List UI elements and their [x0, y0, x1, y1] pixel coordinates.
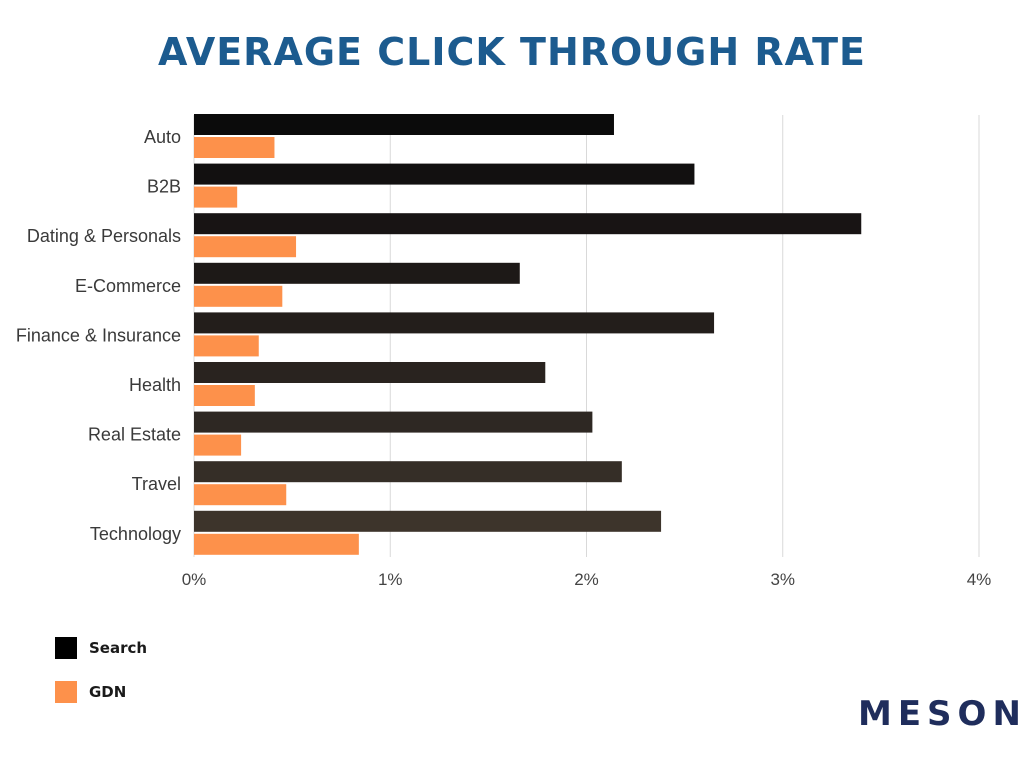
- bar-gdn: [194, 484, 287, 506]
- bar-search: [194, 213, 862, 235]
- x-axis-tick-labels: 0% 1% 2% 3% 4%: [182, 570, 992, 589]
- category-label: Real Estate: [88, 425, 181, 445]
- bars: [194, 114, 862, 555]
- bar-gdn: [194, 335, 259, 357]
- category-label: Auto: [144, 127, 181, 147]
- legend-swatch-gdn: [55, 681, 77, 703]
- category-label: B2B: [147, 177, 181, 197]
- category-label: Travel: [132, 474, 181, 494]
- category-labels: Auto B2B Dating & Personals E-Commerce Finan…: [16, 127, 181, 544]
- legend-label-gdn: GDN: [89, 683, 127, 701]
- x-tick-label: 4%: [967, 570, 992, 589]
- bar-search: [194, 461, 622, 483]
- bar-gdn: [194, 385, 255, 406]
- category-label: Finance & Insurance: [16, 325, 181, 345]
- bar-search: [194, 411, 593, 433]
- bar-search: [194, 312, 715, 334]
- bar-search: [194, 362, 546, 383]
- bar-gdn: [194, 285, 283, 307]
- x-tick-label: 3%: [770, 570, 795, 589]
- bar-search: [194, 262, 520, 284]
- bar-gdn: [194, 533, 359, 555]
- legend: Search GDN: [55, 636, 147, 724]
- legend-item-search: Search: [55, 636, 147, 660]
- x-tick-label: 0%: [182, 570, 207, 589]
- bar-gdn: [194, 236, 297, 258]
- x-tick-label: 1%: [378, 570, 403, 589]
- bar-gdn: [194, 434, 242, 456]
- bar-search: [194, 510, 662, 532]
- bar-search: [194, 114, 614, 135]
- category-label: Dating & Personals: [27, 226, 181, 246]
- legend-item-gdn: GDN: [55, 680, 147, 704]
- bar-gdn: [194, 186, 238, 208]
- category-label: E-Commerce: [75, 276, 181, 296]
- bar-gdn: [194, 137, 275, 158]
- category-label: Health: [129, 375, 181, 395]
- legend-label-search: Search: [89, 639, 148, 657]
- legend-swatch-search: [55, 637, 77, 659]
- chart-title: AVERAGE CLICK THROUGH RATE: [157, 30, 866, 74]
- category-label: Technology: [90, 524, 181, 544]
- bar-search: [194, 163, 695, 185]
- x-tick-label: 2%: [574, 570, 599, 589]
- meson-logo: MESON: [858, 694, 1024, 734]
